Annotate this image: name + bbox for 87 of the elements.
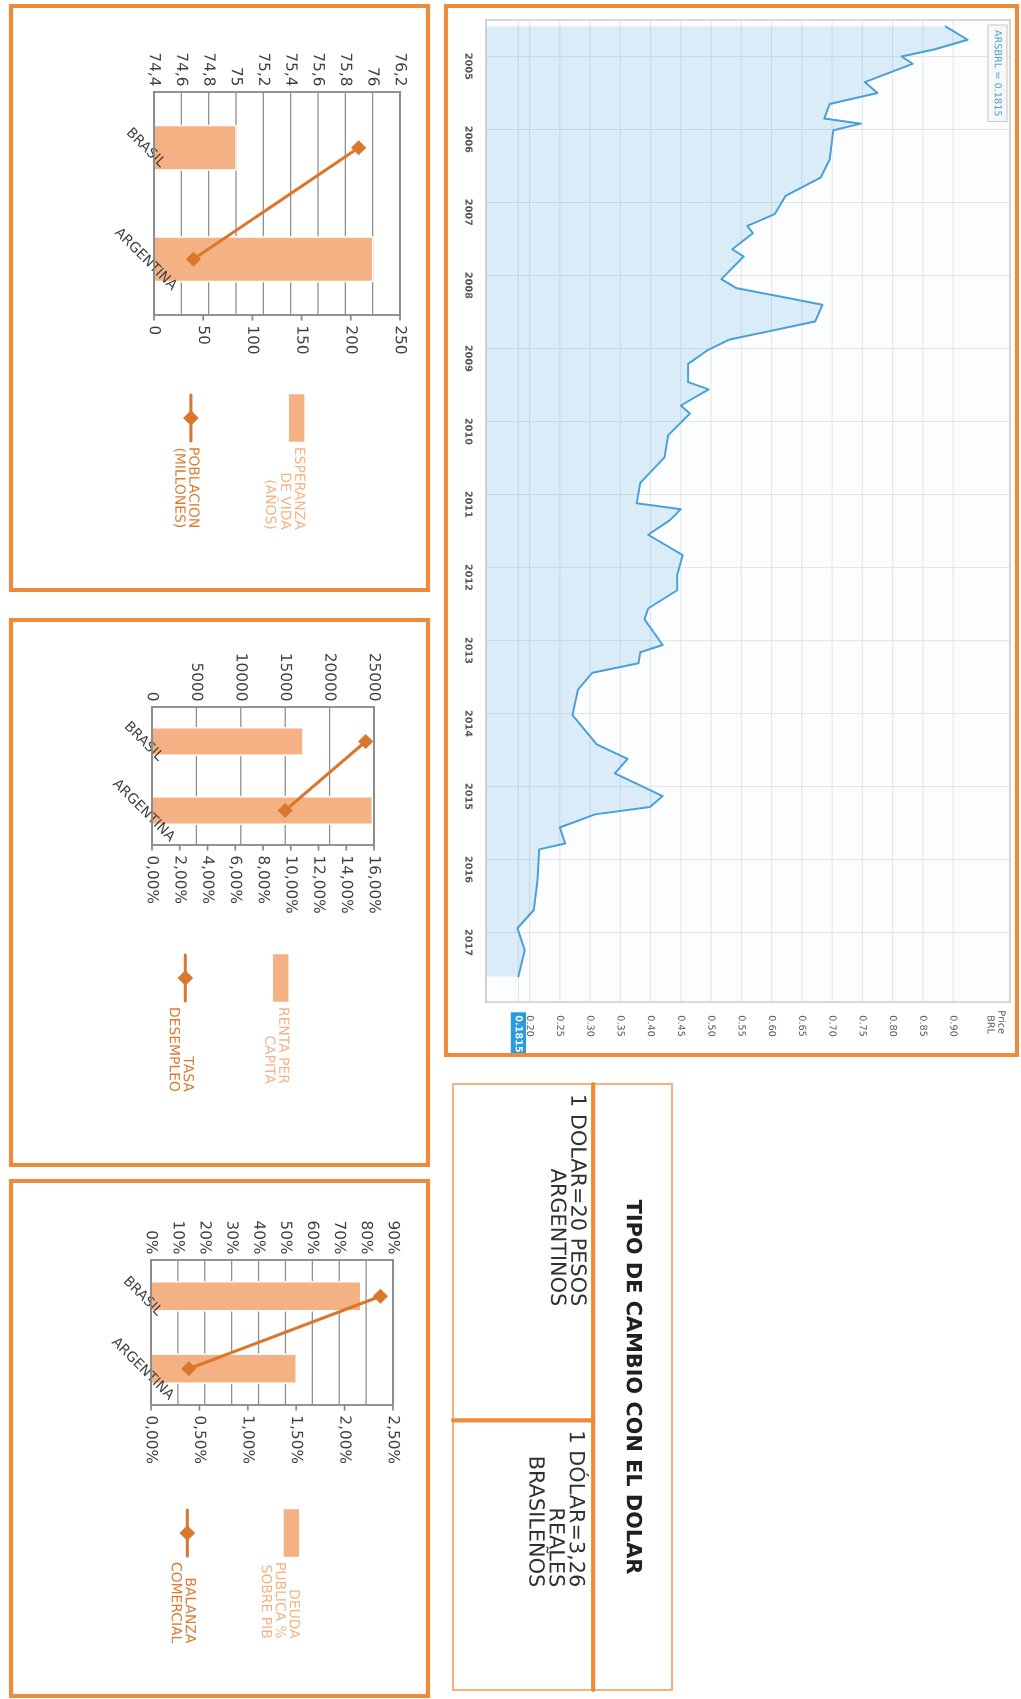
- x2-tick-label: 0: [147, 692, 160, 701]
- y-tick-label: 2007: [465, 199, 473, 226]
- x2-tick-label: 75,6: [312, 53, 326, 86]
- x2-tick-label: 74,6: [175, 53, 189, 86]
- x-tick-label: 0.60: [768, 1015, 777, 1037]
- x2-tick-label: 60%: [307, 1221, 320, 1254]
- x-tick-label: 10,00%: [284, 857, 298, 913]
- x-tick-label: 0.85: [920, 1015, 928, 1036]
- x2-tick-label: 75,8: [339, 53, 353, 86]
- x2-tick-label: 50%: [281, 1221, 293, 1254]
- x2-tick-label: 74,4: [148, 53, 161, 86]
- x-tick-label: 0.65: [799, 1015, 807, 1036]
- x-tick-label: 0.90: [950, 1015, 958, 1037]
- text: 1 DOLAR=20 PESOS ARGENTINOS: [550, 1096, 587, 1306]
- x-tick-label: 2,50%: [387, 1416, 401, 1464]
- x-tick-label: 0.25: [557, 1015, 565, 1036]
- x-tick-label: 0.40: [647, 1015, 656, 1037]
- y-tick-label: 2015: [465, 783, 473, 810]
- x2-tick-label: 76: [368, 68, 380, 86]
- x2-tick-label: 76,2: [394, 53, 408, 85]
- x2-tick-label: 5000: [191, 663, 204, 701]
- text: POBLACION (MILLONES): [173, 448, 200, 528]
- x-tick-label: 0.55: [738, 1015, 746, 1036]
- y-tick-label: 2016: [465, 856, 473, 883]
- x-tick-label: 4,00%: [201, 856, 215, 904]
- x2-tick-label: 75,2: [257, 53, 271, 85]
- x-tick-label: 250: [395, 326, 408, 354]
- text: ESPERANZA DE VIDA (AÑOS): [264, 448, 306, 530]
- y-tick-label: 2009: [465, 345, 473, 372]
- x-tick-label: 0.20: [526, 1015, 535, 1037]
- x-tick-label: 0.50: [708, 1015, 716, 1037]
- x2-tick-label: 80%: [361, 1221, 374, 1254]
- x-tick-label: 0.1815: [515, 1015, 523, 1053]
- x2-tick-label: 10000: [236, 654, 248, 701]
- x2-tick-label: 75: [231, 68, 243, 86]
- y-tick-label: 2008: [465, 272, 473, 299]
- x-tick-label: 0.45: [678, 1015, 686, 1036]
- x2-tick-label: 30%: [227, 1221, 239, 1254]
- x-tick-label: 2,00%: [338, 1416, 352, 1464]
- x-tick-label: 0.30: [587, 1015, 595, 1037]
- x-tick-label: 0.80: [889, 1015, 898, 1037]
- text: RENTA PER CAPITA: [265, 1008, 290, 1084]
- x2-tick-label: 90%: [388, 1221, 401, 1254]
- x2-tick-label: 10%: [173, 1222, 186, 1254]
- x2-tick-label: 75,4: [284, 53, 298, 86]
- y-tick-label: 2011: [465, 491, 473, 518]
- x2-tick-label: 70%: [334, 1221, 347, 1254]
- x-tick-label: 150: [297, 327, 309, 354]
- x2-tick-label: 74,8: [202, 53, 216, 86]
- y-tick-label: 2013: [465, 637, 473, 664]
- text: TIPO DE CAMBIO CON EL DOLAR: [626, 1199, 643, 1574]
- y-tick-label: 2006: [465, 126, 473, 153]
- x-tick-label: 0,00%: [145, 1416, 159, 1464]
- x2-tick-label: 0%: [146, 1231, 159, 1254]
- x-tick-label: 0,00%: [146, 856, 160, 904]
- text: Price BRL: [987, 1011, 1006, 1034]
- y-tick-label: 2012: [465, 564, 473, 591]
- x2-tick-label: 40%: [254, 1221, 266, 1254]
- x-tick-label: 8,00%: [257, 856, 271, 904]
- x-tick-label: 16,00%: [368, 857, 382, 913]
- text: 1 DÓLAR=3,26 REALES BRASILEÑOS: [529, 1432, 590, 1587]
- x2-tick-label: 20000: [325, 653, 337, 701]
- x-tick-label: 0.35: [617, 1015, 625, 1036]
- x-tick-label: 0.75: [859, 1015, 867, 1036]
- x-tick-label: 100: [247, 327, 260, 354]
- y-tick-label: 2017: [465, 929, 473, 956]
- text: ARSBRL = 0.1815: [994, 29, 1002, 116]
- x-tick-label: 6,00%: [229, 856, 243, 904]
- x-tick-label: 2,00%: [173, 856, 187, 904]
- text: BALANZA COMERCIAL: [171, 1562, 196, 1644]
- x-tick-label: 0.70: [829, 1015, 837, 1037]
- x-tick-label: 1,00%: [241, 1417, 255, 1464]
- x-tick-label: 12,00%: [312, 857, 326, 913]
- x-tick-label: 14,00%: [340, 857, 354, 913]
- x-tick-label: 50: [198, 326, 211, 344]
- text: DEUDA PUBLICA % SOBRE PIB: [261, 1563, 300, 1639]
- y-tick-label: 2014: [465, 710, 473, 737]
- y-tick-label: 2010: [465, 418, 473, 445]
- text: TASA DESEMPLEO: [169, 1008, 195, 1092]
- x-tick-label: 1,50%: [290, 1417, 304, 1464]
- x2-tick-label: 15000: [280, 654, 293, 701]
- x2-tick-label: 20%: [200, 1221, 212, 1254]
- x-tick-label: 0: [149, 326, 162, 335]
- x2-tick-label: 25000: [369, 653, 382, 701]
- x-tick-label: 0,50%: [193, 1416, 207, 1464]
- y-tick-label: 2005: [465, 53, 473, 80]
- x-tick-label: 200: [346, 326, 358, 354]
